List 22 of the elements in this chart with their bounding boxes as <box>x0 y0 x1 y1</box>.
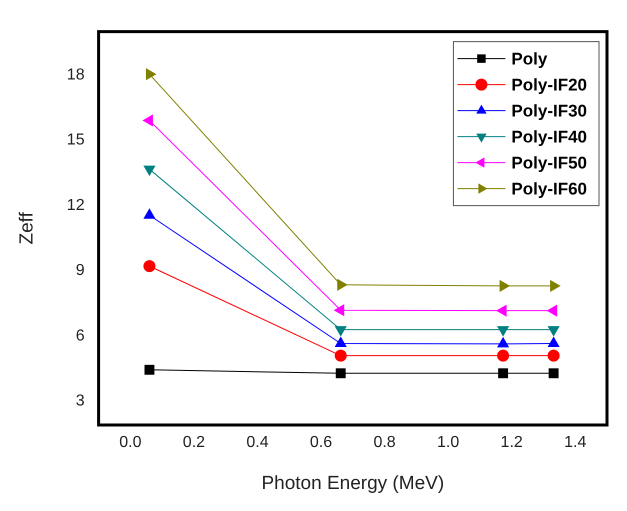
y-tick-label: 9 <box>76 262 85 280</box>
y-tick-label: 12 <box>66 196 85 214</box>
y-axis-title: Zeff <box>16 211 38 244</box>
x-tick-label: 0.6 <box>310 434 332 452</box>
y-tick-label: 3 <box>76 392 85 410</box>
x-tick-label: 0.2 <box>182 434 206 452</box>
legend-label: Poly-IF30 <box>511 101 588 120</box>
x-tick-label: 0.8 <box>373 434 396 452</box>
legend-label: Poly-IF60 <box>511 179 588 198</box>
legend-label: Poly-IF20 <box>511 75 588 94</box>
legend-label: Poly <box>511 49 548 68</box>
y-tick-label: 6 <box>76 327 85 344</box>
x-tick-label: 0.4 <box>246 434 269 452</box>
y-tick-label: 18 <box>66 66 85 84</box>
legend-label: Poly-IF50 <box>511 153 588 172</box>
x-axis-title: Photon Energy (MeV) <box>261 472 444 494</box>
y-tick-label: 15 <box>66 132 85 149</box>
x-tick-label: 0.0 <box>119 434 142 452</box>
x-tick-label: 1.0 <box>437 434 460 452</box>
legend-label: Poly-IF40 <box>511 127 588 146</box>
x-tick-label: 1.4 <box>564 434 586 452</box>
x-tick-label: 1.2 <box>500 434 523 452</box>
